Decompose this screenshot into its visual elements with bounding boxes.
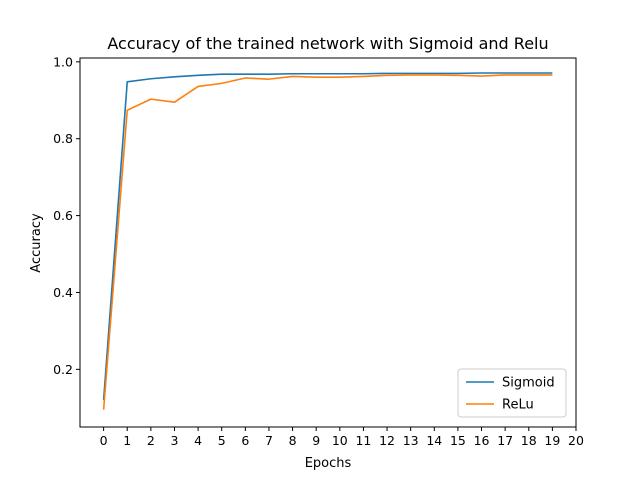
x-axis: 0 1 2 3 4 5 6 7 8 9 10 11 12 13 14 15 16 17 18 19 20 [100, 427, 584, 448]
x-tick-label: 4 [194, 433, 202, 448]
legend-label-relu: ReLu [502, 398, 534, 413]
chart-title: Accuracy of the trained network with Sig… [107, 34, 548, 53]
plot-frame [79, 57, 577, 428]
x-tick-label: 11 [355, 433, 371, 448]
x-tick-label: 17 [497, 433, 513, 448]
y-tick-label: 0.2 [53, 362, 73, 377]
legend: Sigmoid ReLu [457, 368, 567, 418]
legend-box [457, 368, 567, 418]
x-tick-label: 6 [241, 433, 249, 448]
x-tick-label: 5 [218, 433, 226, 448]
y-tick-label: 0.6 [53, 208, 73, 223]
x-tick-label: 9 [312, 433, 320, 448]
x-tick-label: 13 [403, 433, 419, 448]
plot-area [102, 72, 553, 410]
x-tick-label: 0 [100, 433, 108, 448]
y-tick-label: 1.0 [53, 54, 73, 69]
x-tick-label: 10 [332, 433, 348, 448]
series-line-relu [102, 74, 553, 410]
x-tick-label: 2 [147, 433, 155, 448]
x-tick-label: 12 [379, 433, 395, 448]
x-tick-label: 8 [289, 433, 297, 448]
x-tick-label: 1 [123, 433, 131, 448]
x-tick-label: 3 [170, 433, 178, 448]
x-axis-label: Epochs [305, 456, 352, 471]
y-axis: 0.2 0.4 0.6 0.8 1.0 [53, 54, 80, 377]
x-tick-label: 18 [521, 433, 537, 448]
legend-label-sigmoid: Sigmoid [502, 376, 555, 391]
x-tick-label: 16 [474, 433, 490, 448]
x-tick-label: 19 [544, 433, 560, 448]
series-line-sigmoid [102, 72, 553, 401]
x-tick-label: 7 [265, 433, 273, 448]
y-tick-label: 0.8 [53, 131, 73, 146]
y-tick-label: 0.4 [53, 285, 73, 300]
y-axis-label: Accuracy [29, 213, 44, 273]
x-tick-label: 20 [568, 433, 584, 448]
x-tick-label: 14 [426, 433, 442, 448]
x-tick-label: 15 [450, 433, 466, 448]
